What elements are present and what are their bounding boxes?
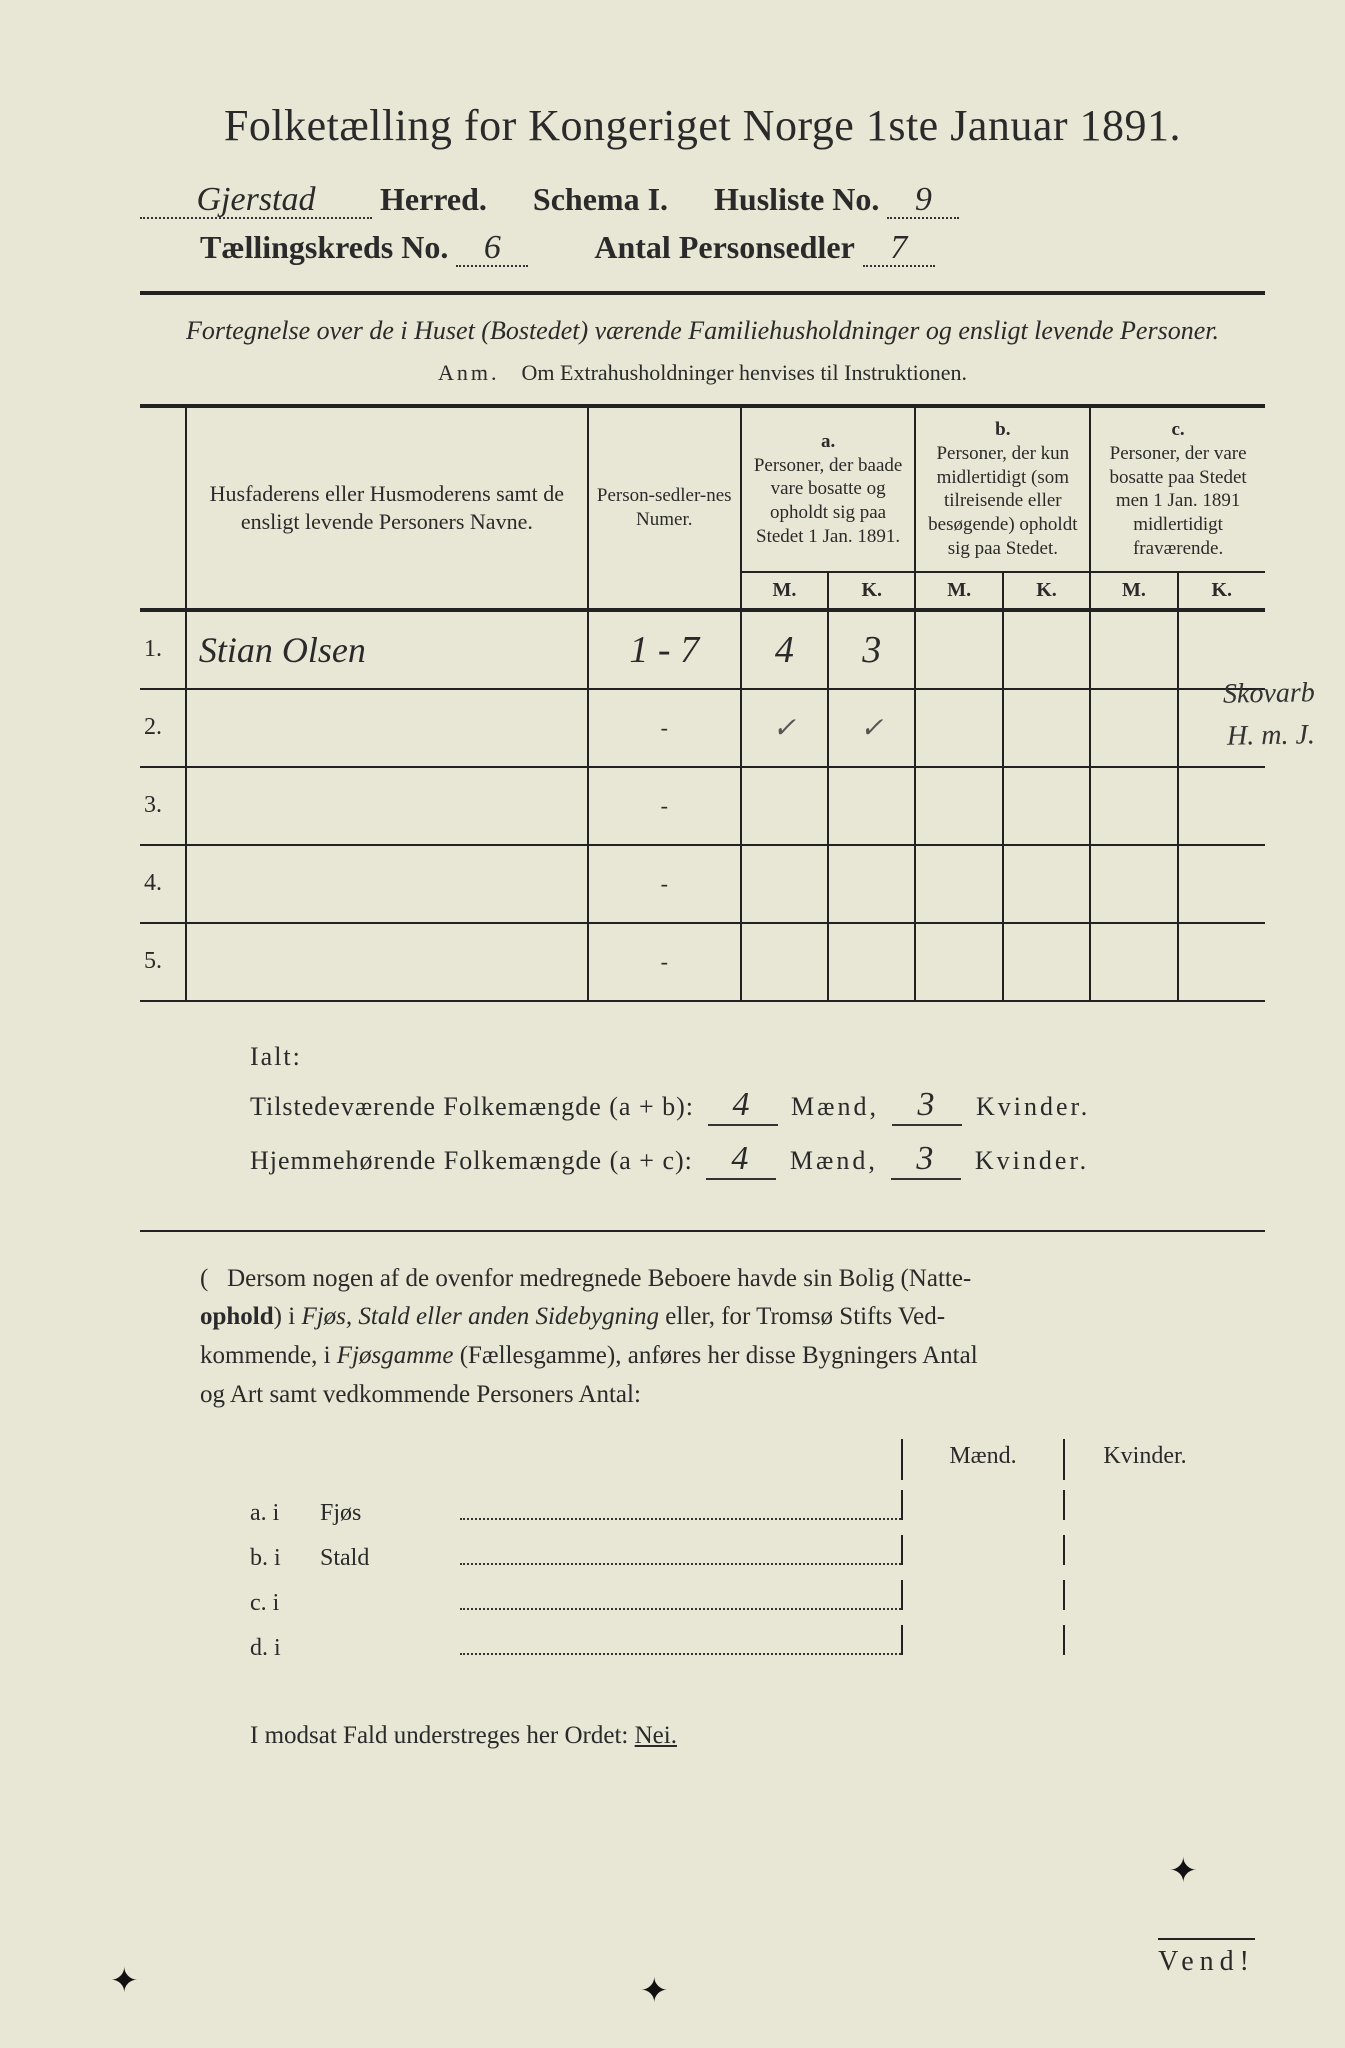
name-cell: Stian Olsen bbox=[186, 610, 588, 689]
col-a-m: M. bbox=[741, 572, 828, 610]
col-c-k: K. bbox=[1178, 572, 1265, 610]
totals-line-ac: Hjemmehørende Folkemængde (a + c): 4 Mæn… bbox=[250, 1140, 1265, 1180]
divider bbox=[140, 291, 1265, 295]
household-table: Husfaderens eller Husmoderens samt de en… bbox=[140, 404, 1265, 1002]
col-b-k: K. bbox=[1003, 572, 1090, 610]
table-row: 4. - bbox=[140, 845, 1265, 923]
nei-word: Nei. bbox=[635, 1722, 677, 1749]
herred-label: Herred. bbox=[380, 181, 487, 218]
kreds-label: Tællingskreds No. bbox=[200, 229, 448, 266]
col-name: Husfaderens eller Husmoderens samt de en… bbox=[186, 406, 588, 610]
side-row: d. i bbox=[250, 1625, 1225, 1662]
census-form-page: Folketælling for Kongeriget Norge 1ste J… bbox=[0, 0, 1345, 2048]
punch-mark-icon: ✦ bbox=[110, 1972, 136, 1998]
side-row: a. i Fjøs bbox=[250, 1490, 1225, 1527]
side-row: c. i bbox=[250, 1580, 1225, 1617]
husliste-label: Husliste No. bbox=[714, 181, 879, 218]
col-b-m: M. bbox=[915, 572, 1002, 610]
side-row: b. i Stald bbox=[250, 1535, 1225, 1572]
table-row: 2. - ✓ ✓ bbox=[140, 689, 1265, 767]
ialt-label: Ialt: bbox=[250, 1042, 1265, 1072]
col-a: a. Personer, der baade vare bosatte og o… bbox=[741, 406, 916, 572]
anm-label: Anm. bbox=[438, 360, 500, 385]
schema-label: Schema I. bbox=[533, 181, 668, 218]
subheading: Fortegnelse over de i Huset (Bostedet) v… bbox=[180, 313, 1225, 348]
dwelling-table: Mænd. Kvinder. a. i Fjøs b. i Stald c. i… bbox=[250, 1439, 1225, 1662]
dwelling-paragraph: ( Dersom nogen af de ovenfor medregnede … bbox=[200, 1260, 1255, 1415]
table-row: 5. - bbox=[140, 923, 1265, 1001]
divider-2 bbox=[140, 1230, 1265, 1232]
anm-text: Om Extrahusholdninger henvises til Instr… bbox=[522, 360, 967, 385]
table-row: 3. - bbox=[140, 767, 1265, 845]
anm-line: Anm. Om Extrahusholdninger henvises til … bbox=[140, 360, 1265, 386]
header-line-2: Tællingskreds No. 6 Antal Personsedler 7 bbox=[200, 229, 1265, 267]
col-c: c. Personer, der vare bosatte paa Stedet… bbox=[1090, 406, 1265, 572]
ab-maend: 4 bbox=[708, 1086, 778, 1126]
antal-value: 7 bbox=[863, 231, 935, 267]
husliste-value: 9 bbox=[887, 183, 959, 219]
antal-label: Antal Personsedler bbox=[594, 229, 854, 266]
herred-value: Gjerstad bbox=[140, 183, 372, 219]
totals-block: Ialt: Tilstedeværende Folkemængde (a + b… bbox=[250, 1042, 1265, 1180]
col-maend: Mænd. bbox=[901, 1439, 1063, 1480]
header-line-1: Gjerstad Herred. Schema I. Husliste No. … bbox=[140, 181, 1265, 219]
margin-note-2: H. m. J. bbox=[1227, 719, 1315, 753]
col-kvinder: Kvinder. bbox=[1063, 1439, 1225, 1480]
footer-line: I modsat Fald understreges her Ordet: Ne… bbox=[250, 1722, 1265, 1750]
col-a-k: K. bbox=[828, 572, 915, 610]
col-rownum bbox=[140, 406, 186, 610]
punch-mark-icon: ✦ bbox=[1169, 1862, 1195, 1888]
punch-mark-icon: ✦ bbox=[640, 1982, 666, 2008]
ab-kvinder: 3 bbox=[892, 1086, 962, 1126]
col-c-m: M. bbox=[1090, 572, 1177, 610]
totals-line-ab: Tilstedeværende Folkemængde (a + b): 4 M… bbox=[250, 1086, 1265, 1126]
col-numer: Person-sedler-nes Numer. bbox=[588, 406, 741, 610]
table-row: 1. Stian Olsen 1 - 7 4 3 bbox=[140, 610, 1265, 689]
kreds-value: 6 bbox=[456, 231, 528, 267]
vend-label: Vend! bbox=[1158, 1938, 1255, 1978]
col-b: b. Personer, der kun midlertidigt (som t… bbox=[915, 406, 1090, 572]
margin-note-1: Skovarb bbox=[1223, 677, 1315, 711]
ac-maend: 4 bbox=[706, 1140, 776, 1180]
ac-kvinder: 3 bbox=[891, 1140, 961, 1180]
page-title: Folketælling for Kongeriget Norge 1ste J… bbox=[140, 100, 1265, 151]
